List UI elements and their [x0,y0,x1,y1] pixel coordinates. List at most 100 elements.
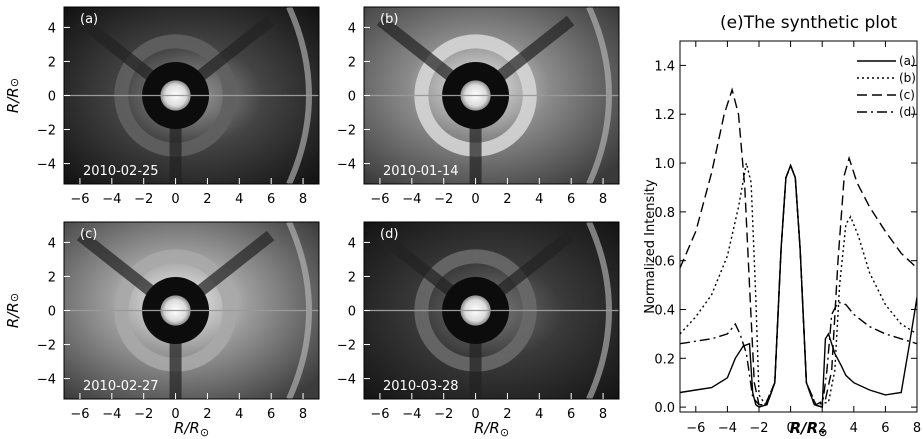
x-tick-label: −4 [102,192,121,207]
panel-label: (c) [80,227,97,242]
x-tick-label: 8 [299,407,307,422]
x-tick-label: −4 [718,421,737,436]
y-axis-label-sun-symbol: ⊙ [8,293,21,302]
legend-label: (a) [899,54,916,68]
x-tick-label: 6 [267,192,275,207]
x-tick-label: 2 [503,192,511,207]
coronagraph-image [364,7,619,184]
y-axis-label: R/R⊙ [4,293,22,328]
x-tick-label: 6 [567,192,575,207]
x-tick-label: 0 [171,192,179,207]
y-tick-label: −4 [337,158,356,173]
y-axis-label: R/R⊙ [4,78,22,113]
image-panel-3: (c) 2010-02-27 −6 −4 −2 0 2 4 6 8 4 2 0 −2 −4 R/R⊙ R/R⊙ [4,221,320,439]
plot-frame [679,40,918,413]
y-tick-label: 4 [348,236,356,251]
x-tick-label: −2 [749,421,768,436]
y-tick-label: 0 [48,305,56,320]
series-line-b [680,162,917,407]
x-axis-label: R/R⊙ [790,419,828,439]
panel-label: (a) [80,12,98,27]
y-tick-label: 2 [48,270,56,285]
coronagraph-image [64,7,319,184]
x-tick-label: 0 [171,407,179,422]
y-tick-label: 0 [348,305,356,320]
x-tick-label: 0 [471,192,479,207]
y-tick-label: 2 [48,55,56,70]
y-tick-label: 0 [48,90,56,105]
x-tick-label: 4 [850,421,858,436]
x-tick-label: −6 [70,407,89,422]
y-tick-label: 1.4 [654,59,675,74]
y-tick-label: −2 [337,339,356,354]
x-tick-label: −2 [134,192,153,207]
y-axis-label-sun-symbol: ⊙ [8,78,21,87]
y-tick-label: 0.0 [654,401,675,416]
series-line-d [680,163,917,409]
x-tick-label: −6 [370,192,389,207]
x-axis-label-sun-symbol: ⊙ [500,426,509,439]
x-axis-label-sun-symbol: ⊙ [200,426,209,439]
y-tick-label: 2 [348,270,356,285]
x-axis-label: R/R⊙ [474,419,509,439]
x-tick-label: 8 [599,407,607,422]
panel-label: (b) [380,12,398,27]
y-tick-label: −4 [37,158,56,173]
x-tick-label: −4 [402,192,421,207]
y-tick-label: 1.2 [654,108,675,123]
y-tick-label: 4 [48,236,56,251]
legend-label: (c) [899,88,915,102]
y-tick-label: −4 [337,373,356,388]
y-tick-label: 4 [48,21,56,36]
legend-label: (b) [899,71,916,85]
x-tick-label: 6 [881,421,889,436]
y-tick-label: −2 [337,124,356,139]
image-panel-4: (d) 2010-03-28 −6 −4 −2 0 2 4 6 8 4 2 0 −2 −4 R/R⊙ [337,221,620,439]
x-tick-label: −6 [70,192,89,207]
image-panel-1: (a) 2010-02-25 −6 −4 −2 0 2 4 6 8 4 2 0 −2 −4 R/R⊙ [4,6,320,207]
panel-date: 2010-02-27 [83,379,159,394]
y-tick-label: 1.0 [654,157,675,172]
y-tick-label: −2 [37,124,56,139]
series-line-c [680,87,917,406]
panel-date: 2010-02-25 [83,164,159,179]
coronagraph-image [364,222,619,399]
x-tick-label: 0 [471,407,479,422]
panel-label: (d) [380,227,398,242]
panel-date: 2010-03-28 [383,379,459,394]
x-tick-label: 4 [535,192,543,207]
x-tick-label: 2 [203,192,211,207]
x-tick-label: −4 [402,407,421,422]
legend: (a) (b) (c) (d) [857,54,916,119]
y-tick-label: 0.2 [654,352,675,367]
panel-date: 2010-01-14 [383,164,459,179]
image-panel-2: (b) 2010-01-14 −6 −4 −2 0 2 4 6 8 4 2 0 −2 −4 [337,6,620,207]
x-tick-label: 8 [599,192,607,207]
coronagraph-image [64,222,319,399]
x-tick-label: −4 [102,407,121,422]
x-tick-label: 8 [299,192,307,207]
x-tick-label: 6 [567,407,575,422]
x-tick-label: 4 [235,192,243,207]
synthetic-plot: (e)The synthetic plot −6 −4 −2 0 2 4 6 8 0.0 0.2 0.… [643,13,921,439]
y-axis-label: Normalized Intensity [643,179,658,314]
legend-label: (d) [899,105,916,119]
x-axis-label-sun-symbol: ⊙ [818,426,827,439]
x-tick-label: 4 [235,407,243,422]
x-tick-label: −6 [370,407,389,422]
x-tick-label: 4 [535,407,543,422]
y-tick-label: −4 [37,373,56,388]
y-tick-label: 0.4 [654,303,675,318]
y-tick-label: 0.6 [654,255,675,270]
x-tick-label: 0 [786,421,794,436]
chart-title: (e)The synthetic plot [720,13,897,33]
y-tick-label: 0.8 [654,206,675,221]
y-tick-label: −2 [37,339,56,354]
x-tick-label: 2 [203,407,211,422]
y-tick-label: 4 [348,21,356,36]
series-line-a [680,163,917,409]
x-tick-label: −2 [134,407,153,422]
x-tick-label: 2 [818,421,826,436]
x-tick-label: 8 [913,421,921,436]
